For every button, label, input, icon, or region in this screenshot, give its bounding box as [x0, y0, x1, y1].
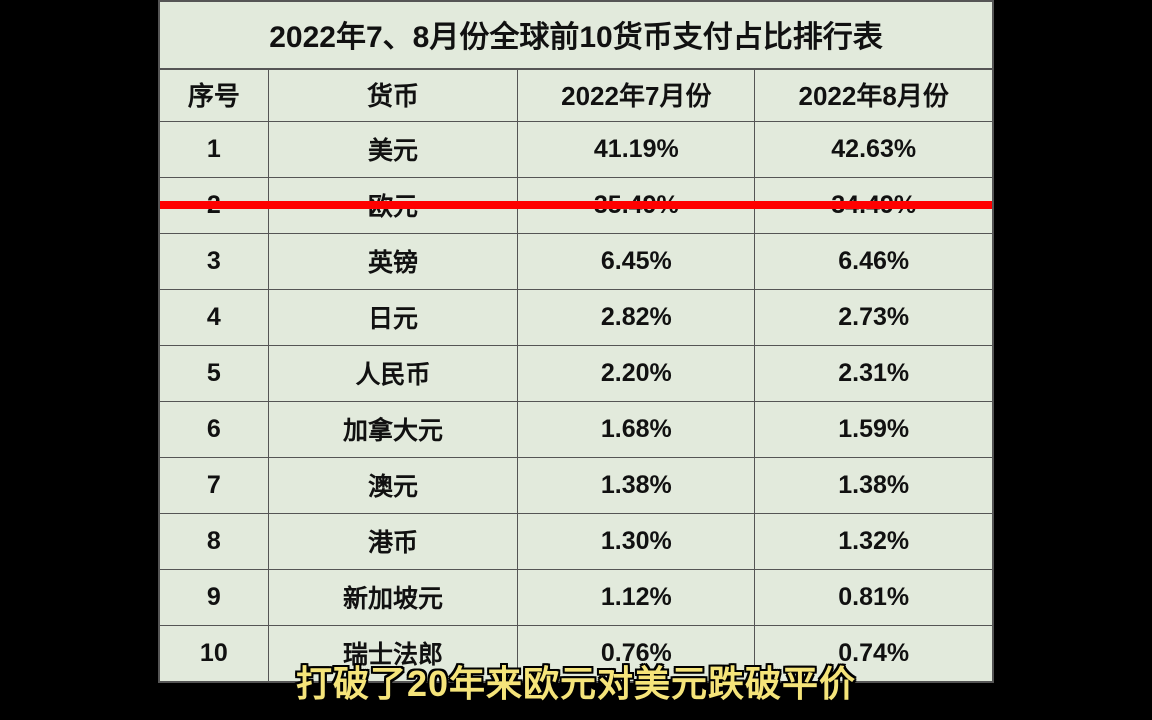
col-header-month2: 2022年8月份 [755, 70, 992, 122]
cell-month1: 41.19% [518, 122, 755, 178]
cell-month1: 1.30% [518, 514, 755, 570]
cell-month1: 2.20% [518, 346, 755, 402]
cell-currency: 港币 [268, 514, 518, 570]
cell-rank: 7 [160, 458, 268, 514]
cell-currency: 英镑 [268, 234, 518, 290]
table-row: 6加拿大元1.68%1.59% [160, 402, 992, 458]
cell-rank: 8 [160, 514, 268, 570]
table-row: 5人民币2.20%2.31% [160, 346, 992, 402]
cell-month1: 1.12% [518, 570, 755, 626]
cell-currency: 新加坡元 [268, 570, 518, 626]
cell-rank: 6 [160, 402, 268, 458]
cell-currency: 加拿大元 [268, 402, 518, 458]
cell-month1: 6.45% [518, 234, 755, 290]
col-header-currency: 货币 [268, 70, 518, 122]
table-row: 1美元41.19%42.63% [160, 122, 992, 178]
cell-rank: 4 [160, 290, 268, 346]
cell-month1: 2.82% [518, 290, 755, 346]
cell-rank: 9 [160, 570, 268, 626]
table-row: 3英镑6.45%6.46% [160, 234, 992, 290]
cell-month1: 1.68% [518, 402, 755, 458]
subtitle-caption: 打破了20年来欧元对美元跌破平价 [0, 655, 1152, 707]
table-row: 7澳元1.38%1.38% [160, 458, 992, 514]
cell-month2: 1.59% [755, 402, 992, 458]
col-header-month1: 2022年7月份 [518, 70, 755, 122]
table-row: 4日元2.82%2.73% [160, 290, 992, 346]
cell-rank: 1 [160, 122, 268, 178]
cell-month1: 1.38% [518, 458, 755, 514]
cell-currency: 日元 [268, 290, 518, 346]
cell-month2: 42.63% [755, 122, 992, 178]
cell-month2: 1.38% [755, 458, 992, 514]
currency-table: 序号 货币 2022年7月份 2022年8月份 1美元41.19%42.63%2… [160, 70, 992, 681]
col-header-rank: 序号 [160, 70, 268, 122]
table-header-row: 序号 货币 2022年7月份 2022年8月份 [160, 70, 992, 122]
currency-table-container: 2022年7、8月份全球前10货币支付占比排行表 序号 货币 2022年7月份 … [158, 0, 994, 683]
cell-currency: 澳元 [268, 458, 518, 514]
cell-month2: 0.81% [755, 570, 992, 626]
cell-month2: 6.46% [755, 234, 992, 290]
cell-month2: 1.32% [755, 514, 992, 570]
highlight-divider [160, 201, 992, 209]
cell-month2: 2.31% [755, 346, 992, 402]
table-row: 8港币1.30%1.32% [160, 514, 992, 570]
table-title: 2022年7、8月份全球前10货币支付占比排行表 [160, 2, 992, 70]
table-row: 9新加坡元1.12%0.81% [160, 570, 992, 626]
cell-currency: 人民币 [268, 346, 518, 402]
cell-rank: 3 [160, 234, 268, 290]
cell-currency: 美元 [268, 122, 518, 178]
cell-month2: 2.73% [755, 290, 992, 346]
cell-rank: 5 [160, 346, 268, 402]
